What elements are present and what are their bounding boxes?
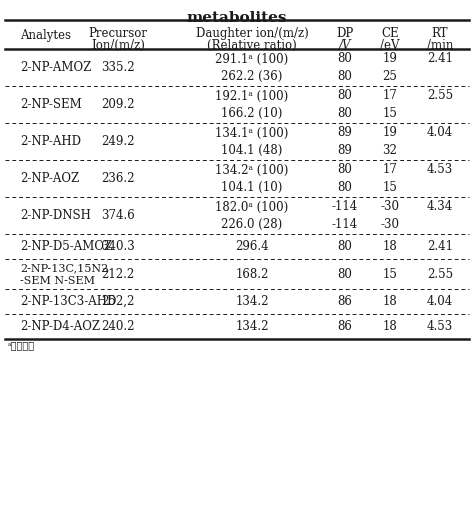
Text: -114: -114 xyxy=(332,200,358,213)
Text: 4.53: 4.53 xyxy=(427,163,453,176)
Text: 15: 15 xyxy=(383,106,397,119)
Text: DP: DP xyxy=(337,27,354,40)
Text: 104.1 (10): 104.1 (10) xyxy=(221,181,283,194)
Text: 18: 18 xyxy=(383,295,397,308)
Text: 134.2ᵃ (100): 134.2ᵃ (100) xyxy=(215,163,289,176)
Text: 166.2 (10): 166.2 (10) xyxy=(221,106,283,119)
Text: 262.2 (36): 262.2 (36) xyxy=(221,70,283,83)
Text: 18: 18 xyxy=(383,240,397,253)
Text: 80: 80 xyxy=(337,181,353,194)
Text: 240.2: 240.2 xyxy=(101,320,135,333)
Text: 192.1ᵃ (100): 192.1ᵃ (100) xyxy=(215,89,289,102)
Text: 18: 18 xyxy=(383,320,397,333)
Text: metabolites: metabolites xyxy=(187,11,287,25)
Text: 182.0ᵃ (100): 182.0ᵃ (100) xyxy=(215,200,289,213)
Text: 2.41: 2.41 xyxy=(427,240,453,253)
Text: 80: 80 xyxy=(337,52,353,65)
Text: RT: RT xyxy=(432,27,448,40)
Text: 80: 80 xyxy=(337,106,353,119)
Text: Precursor: Precursor xyxy=(89,27,147,40)
Text: 134.1ᵃ (100): 134.1ᵃ (100) xyxy=(215,127,289,140)
Text: 2-NP-AHD: 2-NP-AHD xyxy=(20,135,81,148)
Text: 2.55: 2.55 xyxy=(427,267,453,280)
Text: -SEM N-SEM: -SEM N-SEM xyxy=(20,277,95,286)
Text: (Relative ratio): (Relative ratio) xyxy=(207,39,297,52)
Text: 226.0 (28): 226.0 (28) xyxy=(221,217,283,230)
Text: 2-NP-13C3-AHD: 2-NP-13C3-AHD xyxy=(20,295,117,308)
Text: 340.3: 340.3 xyxy=(101,240,135,253)
Text: 2-NP-AOZ: 2-NP-AOZ xyxy=(20,172,79,185)
Text: 252,2: 252,2 xyxy=(101,295,135,308)
Text: 15: 15 xyxy=(383,267,397,280)
Text: 296.4: 296.4 xyxy=(235,240,269,253)
Text: 134.2: 134.2 xyxy=(235,295,269,308)
Text: 236.2: 236.2 xyxy=(101,172,135,185)
Text: /eV: /eV xyxy=(380,39,400,52)
Text: 291.1ᵃ (100): 291.1ᵃ (100) xyxy=(215,52,289,65)
Text: 17: 17 xyxy=(383,89,397,102)
Text: 4.34: 4.34 xyxy=(427,200,453,213)
Text: 19: 19 xyxy=(383,127,397,140)
Text: 25: 25 xyxy=(383,70,397,83)
Text: 4.53: 4.53 xyxy=(427,320,453,333)
Text: 86: 86 xyxy=(337,320,353,333)
Text: 4.04: 4.04 xyxy=(427,127,453,140)
Text: 89: 89 xyxy=(337,127,353,140)
Text: 80: 80 xyxy=(337,240,353,253)
Text: ᵃ定量离子: ᵃ定量离子 xyxy=(8,341,35,350)
Text: Analytes: Analytes xyxy=(20,29,71,42)
Text: /min: /min xyxy=(427,39,453,52)
Text: 80: 80 xyxy=(337,267,353,280)
Text: CE: CE xyxy=(381,27,399,40)
Text: 2.55: 2.55 xyxy=(427,89,453,102)
Text: 17: 17 xyxy=(383,163,397,176)
Text: 104.1 (48): 104.1 (48) xyxy=(221,144,283,157)
Text: Ion/(m/z): Ion/(m/z) xyxy=(91,39,145,52)
Text: 2-NP-DNSH: 2-NP-DNSH xyxy=(20,209,91,222)
Text: 249.2: 249.2 xyxy=(101,135,135,148)
Text: 134.2: 134.2 xyxy=(235,320,269,333)
Text: 209.2: 209.2 xyxy=(101,98,135,111)
Text: 2-NP-13C,15N2: 2-NP-13C,15N2 xyxy=(20,263,108,273)
Text: 86: 86 xyxy=(337,295,353,308)
Text: 32: 32 xyxy=(383,144,397,157)
Text: 2-NP-D4-AOZ: 2-NP-D4-AOZ xyxy=(20,320,100,333)
Text: 19: 19 xyxy=(383,52,397,65)
Text: Daughter ion/(m/z): Daughter ion/(m/z) xyxy=(196,27,309,40)
Text: 80: 80 xyxy=(337,163,353,176)
Text: -30: -30 xyxy=(381,200,400,213)
Text: -30: -30 xyxy=(381,217,400,230)
Text: 335.2: 335.2 xyxy=(101,61,135,74)
Text: 89: 89 xyxy=(337,144,353,157)
Text: 212.2: 212.2 xyxy=(101,267,135,280)
Text: 80: 80 xyxy=(337,89,353,102)
Text: 4.04: 4.04 xyxy=(427,295,453,308)
Text: 2.41: 2.41 xyxy=(427,52,453,65)
Text: 2-NP-AMOZ: 2-NP-AMOZ xyxy=(20,61,91,74)
Text: 168.2: 168.2 xyxy=(235,267,269,280)
Text: 374.6: 374.6 xyxy=(101,209,135,222)
Text: 2-NP-D5-AMOZ: 2-NP-D5-AMOZ xyxy=(20,240,112,253)
Text: /V: /V xyxy=(339,39,351,52)
Text: 15: 15 xyxy=(383,181,397,194)
Text: -114: -114 xyxy=(332,217,358,230)
Text: 2-NP-SEM: 2-NP-SEM xyxy=(20,98,82,111)
Text: 80: 80 xyxy=(337,70,353,83)
